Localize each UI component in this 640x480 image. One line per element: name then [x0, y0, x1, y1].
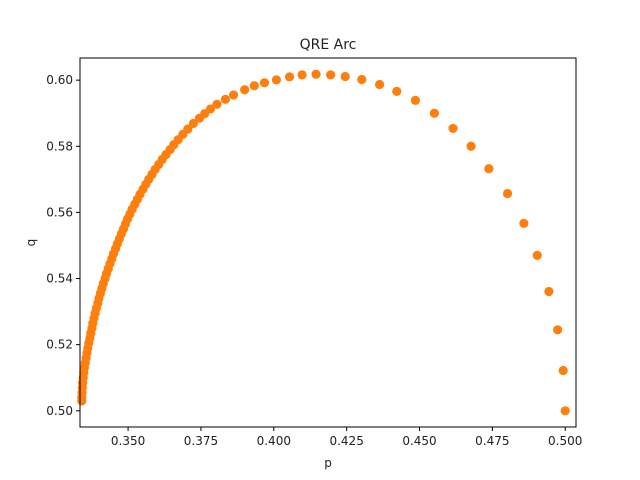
data-point [553, 325, 563, 335]
data-point [188, 118, 198, 129]
y-tick-label: 0.60 [46, 73, 73, 87]
data-point [544, 286, 554, 297]
x-tick-label: 0.425 [329, 434, 363, 448]
data-point [326, 70, 336, 80]
x-tick-label: 0.400 [257, 434, 291, 448]
x-axis-label: p [324, 456, 332, 470]
x-tick-label: 0.350 [111, 434, 145, 448]
x-tick-label: 0.475 [475, 434, 509, 448]
data-point [502, 188, 513, 199]
data-point [220, 94, 231, 104]
data-point [532, 250, 542, 260]
data-point [297, 70, 307, 80]
x-tick-label: 0.375 [184, 434, 218, 448]
data-point [374, 79, 385, 90]
plot-area [80, 58, 576, 427]
x-tick-label: 0.500 [548, 434, 582, 448]
data-point [484, 164, 494, 174]
data-point [558, 365, 568, 376]
y-axis-ticks: 0.50 0.52 0.54 0.56 0.58 0.60 [46, 73, 80, 418]
data-point [228, 90, 239, 100]
data-point [259, 78, 270, 88]
data-point [357, 74, 367, 85]
data-point [429, 108, 439, 118]
data-point [560, 406, 570, 416]
y-axis-label: q [24, 239, 38, 247]
data-point [519, 218, 529, 228]
y-tick-label: 0.52 [46, 338, 73, 352]
data-point [194, 113, 205, 123]
data-point [249, 81, 259, 91]
data-point [271, 75, 282, 85]
y-tick-label: 0.50 [46, 404, 73, 418]
data-point [311, 69, 321, 79]
data-point [392, 86, 402, 96]
data-point [466, 141, 476, 151]
y-tick-label: 0.54 [46, 272, 73, 286]
chart-title: QRE Arc [300, 37, 357, 53]
y-tick-label: 0.56 [46, 205, 73, 219]
y-tick-label: 0.58 [46, 139, 73, 153]
data-point [448, 123, 458, 134]
x-axis-ticks: 0.350 0.375 0.400 0.425 0.450 0.475 0.500 [111, 427, 582, 448]
data-point [240, 85, 250, 95]
data-point [212, 99, 222, 109]
data-point [340, 71, 350, 82]
plot-frame [79, 57, 577, 428]
data-point [284, 72, 295, 82]
data-point [410, 95, 421, 105]
x-tick-label: 0.450 [402, 434, 436, 448]
data-point [77, 396, 87, 406]
